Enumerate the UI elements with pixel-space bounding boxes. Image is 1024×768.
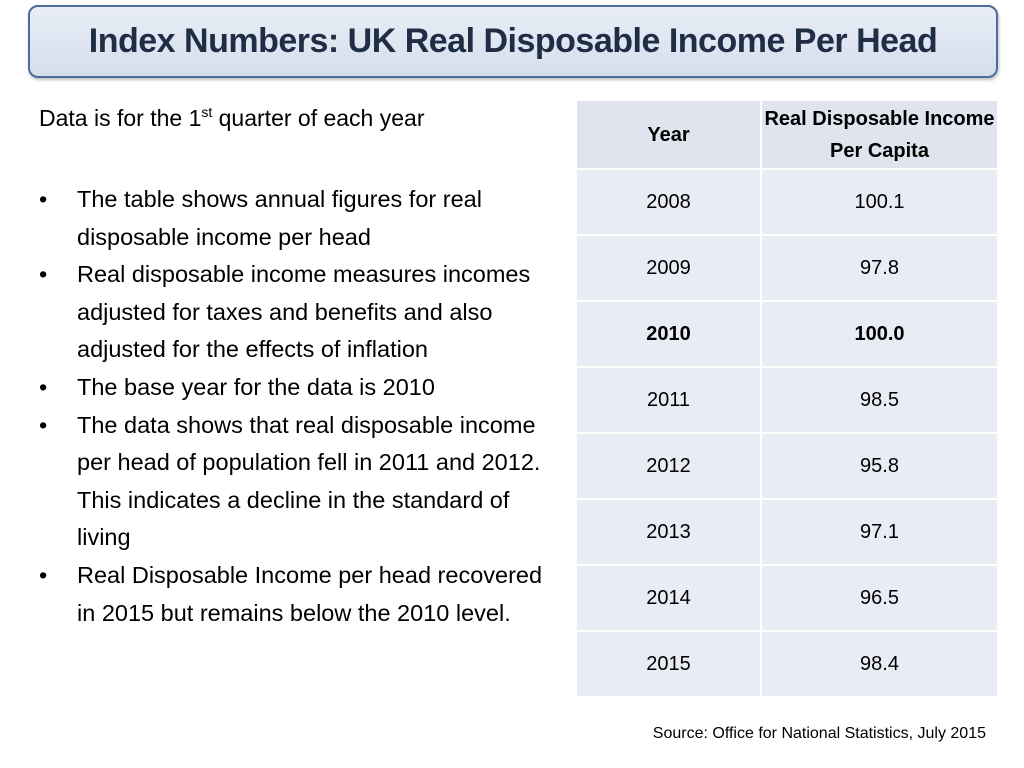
year-cell: 2008 (577, 170, 762, 236)
bullet-dot-icon: • (39, 561, 48, 588)
table-row: 2009 97.8 (577, 236, 999, 302)
income-table: Year Real Disposable Income Per Capita 2… (577, 101, 999, 698)
header-income: Real Disposable Income Per Capita (762, 101, 999, 170)
table-row: 2015 98.4 (577, 632, 999, 698)
table-row: 2012 95.8 (577, 434, 999, 500)
bullet-dot-icon: • (39, 186, 48, 212)
year-cell: 2015 (577, 632, 762, 698)
title-banner: Index Numbers: UK Real Disposable Income… (28, 5, 998, 78)
intro-prefix: Data is for the 1 (39, 105, 202, 131)
header-year: Year (577, 101, 762, 170)
value-cell: 97.8 (762, 236, 999, 302)
year-cell: 2009 (577, 236, 762, 302)
bullet-item: • Real disposable income measures incomes… (39, 256, 559, 369)
bullet-text: Real Disposable Income per head recovere… (77, 561, 543, 626)
table-row: 2011 98.5 (577, 368, 999, 434)
bullet-dot-icon: • (39, 261, 48, 288)
value-cell: 95.8 (762, 434, 999, 500)
bullet-list: • The table shows annual figures for real… (39, 181, 559, 632)
table-row: 2014 96.5 (577, 566, 999, 632)
value-cell: 98.5 (762, 368, 999, 434)
bullet-text: The data shows that real disposable inco… (77, 411, 541, 551)
table-row-base-year: 2010 100.0 (577, 302, 999, 368)
value-cell: 96.5 (762, 566, 999, 632)
year-cell: 2011 (577, 368, 762, 434)
year-cell: 2013 (577, 500, 762, 566)
bullet-item: • The data shows that real disposable inc… (39, 407, 559, 557)
value-cell: 97.1 (762, 500, 999, 566)
bullet-dot-icon: • (39, 411, 48, 438)
table-row: 2013 97.1 (577, 500, 999, 566)
year-cell: 2010 (577, 302, 762, 368)
page-title: Index Numbers: UK Real Disposable Income… (88, 22, 938, 60)
intro-superscript: st (201, 104, 213, 120)
bullet-item: • Real Disposable Income per head recover… (39, 557, 559, 632)
bullet-dot-icon: • (39, 373, 48, 400)
value-cell: 100.0 (762, 302, 999, 368)
year-cell: 2012 (577, 434, 762, 500)
value-cell: 100.1 (762, 170, 999, 236)
value-cell: 98.4 (762, 632, 999, 698)
intro-suffix: quarter of each year (212, 105, 425, 131)
table-header-row: Year Real Disposable Income Per Capita (577, 101, 999, 170)
table-row: 2008 100.1 (577, 170, 999, 236)
year-cell: 2014 (577, 566, 762, 632)
bullet-item: • The table shows annual figures for real… (39, 181, 559, 256)
bullet-item: • The base year for the data is 2010 (39, 369, 559, 407)
bullet-text: The base year for the data is 2010 (77, 373, 435, 400)
source-note: Source: Office for National Statistics, … (652, 725, 986, 742)
bullet-text: Real disposable income measures incomes … (77, 261, 531, 363)
bullet-text: The table shows annual figures for real … (77, 186, 482, 250)
intro-line: Data is for the 1st quarter of each year (39, 102, 559, 134)
